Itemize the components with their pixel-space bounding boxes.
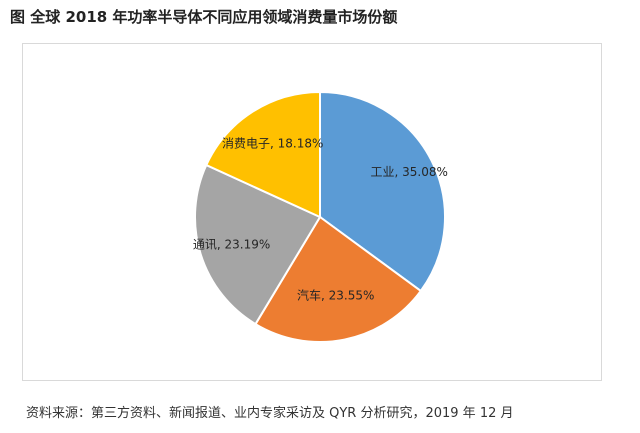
pie-slice-3 — [194, 163, 322, 326]
pie-data-label-1: 工业, 35.08% — [371, 165, 448, 179]
pie-data-label-2: 汽车, 23.55% — [297, 287, 374, 302]
pie-labels: 工业, 35.08% 汽车, 23.55% 通讯, 23.19% 消费电子, 18.1… — [193, 136, 448, 302]
pie-slice-2 — [254, 215, 423, 343]
source-note: 资料来源：第三方资料、新闻报道、业内专家采访及 QYR 分析研究，2019 年 … — [26, 406, 514, 421]
chart-frame: 工业, 35.08% 汽车, 23.55% 通讯, 23.19% 消费电子, 18.1… — [22, 43, 602, 381]
pie-slice-4 — [204, 90, 321, 219]
pie-slices — [194, 90, 446, 343]
pie-data-label-4: 消费电子, 18.18% — [222, 136, 323, 150]
pie-chart: 工业, 35.08% 汽车, 23.55% 通讯, 23.19% 消费电子, 18.1… — [193, 90, 448, 343]
page-title: 图 全球 2018 年功率半导体不同应用领域消费量市场份额 — [10, 8, 398, 26]
pie-data-label-3: 通讯, 23.19% — [193, 237, 270, 251]
pie-slice-1 — [319, 90, 446, 293]
